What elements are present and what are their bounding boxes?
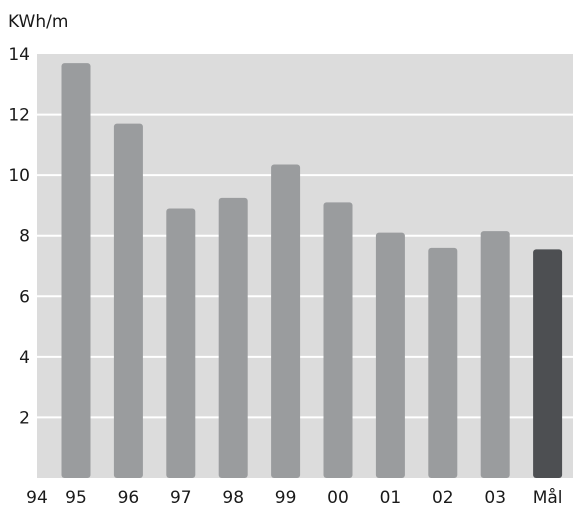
x-tick-label: 01: [380, 488, 402, 508]
y-tick-label: 14: [8, 45, 30, 65]
bar: [113, 123, 143, 479]
unit-label: KWh/m: [8, 12, 68, 32]
y-tick-label: 12: [8, 106, 30, 126]
x-tick-label: 94: [26, 488, 48, 508]
x-tick-label: 95: [65, 488, 87, 508]
x-tick-label: 00: [327, 488, 349, 508]
bar: [271, 164, 301, 479]
bar: [323, 202, 353, 478]
bar: [218, 197, 248, 478]
bar: [166, 208, 196, 478]
bar: [61, 63, 91, 478]
x-tick-label: Mål: [533, 487, 563, 508]
x-tick-labels: 94 95 96 97 98 99 00 01 02 03 Mål: [26, 487, 562, 508]
bar-target: [533, 249, 563, 478]
y-tick-label: 4: [19, 348, 30, 368]
x-tick-label: 96: [118, 488, 140, 508]
x-tick-label: 97: [170, 488, 192, 508]
x-tick-label: 03: [484, 488, 506, 508]
y-tick-label: 6: [19, 287, 30, 307]
bar: [375, 232, 405, 478]
y-tick-labels: 2 4 6 8 10 12 14: [8, 45, 30, 428]
y-tick-label: 8: [19, 227, 30, 247]
x-tick-label: 99: [275, 488, 297, 508]
x-tick-label: 98: [222, 488, 244, 508]
bar: [428, 247, 458, 478]
y-tick-label: 10: [8, 166, 30, 186]
bars: [61, 63, 563, 479]
bar: [480, 231, 510, 478]
y-tick-label: 2: [19, 408, 30, 428]
x-tick-label: 02: [432, 488, 454, 508]
